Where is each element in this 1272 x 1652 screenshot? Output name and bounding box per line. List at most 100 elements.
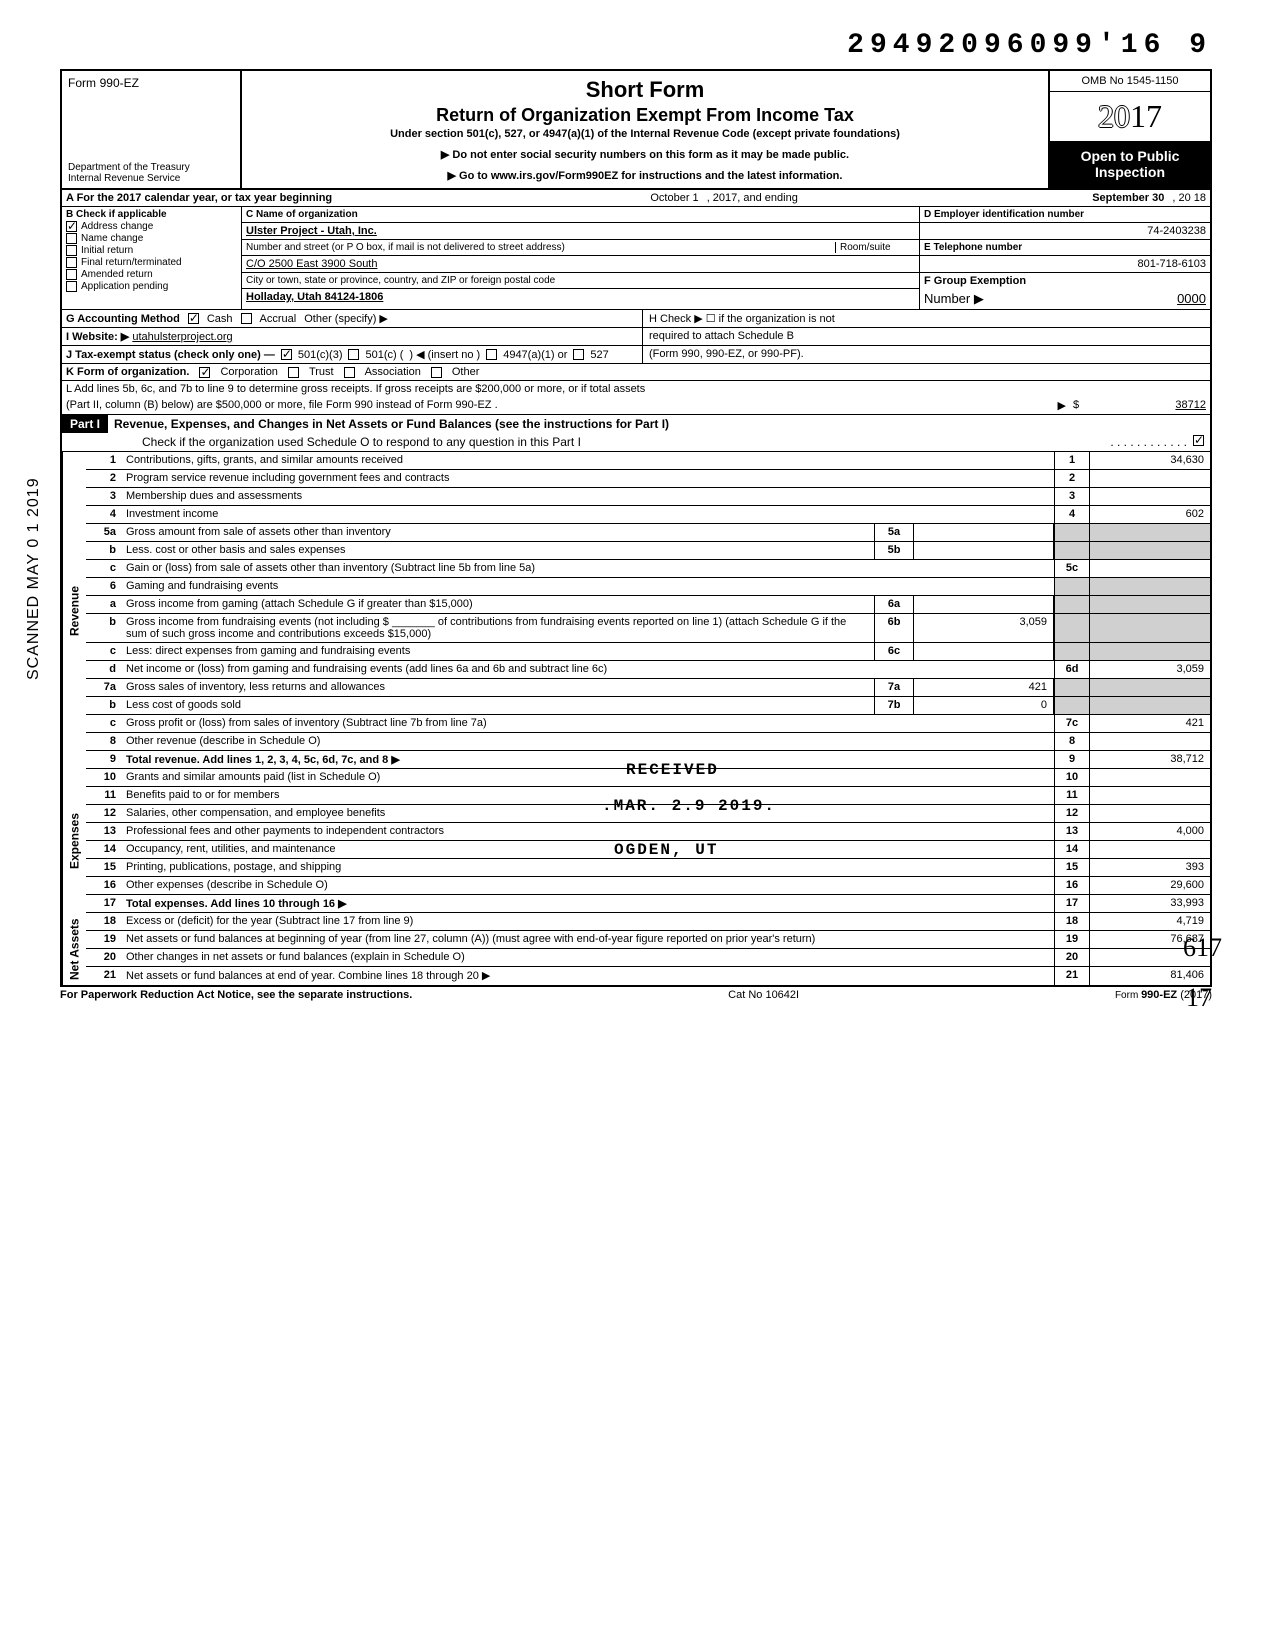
side-netassets: Net Assets [62, 913, 86, 985]
line5b-mid [914, 542, 1054, 559]
side-revenue: Revenue [62, 452, 86, 769]
ein-value: 74-2403238 [920, 223, 1210, 240]
f-label: F Group Exemption [920, 273, 1210, 289]
line2-val [1090, 470, 1210, 487]
c-name-label: C Name of organization [242, 207, 919, 223]
tax-year: 20201717 [1050, 92, 1210, 142]
l-line1: L Add lines 5b, 6c, and 7b to line 9 to … [62, 381, 1210, 397]
line13-desc: Professional fees and other payments to … [122, 823, 1054, 840]
check-assoc[interactable] [344, 367, 355, 378]
line3-val [1090, 488, 1210, 505]
opt-name-change: Name change [81, 233, 143, 244]
side-expenses: Expenses [62, 769, 86, 913]
line-a-mid: , 2017, and ending [703, 190, 802, 206]
f-label2: Number ▶ [924, 291, 984, 307]
check-501c3[interactable] [281, 349, 292, 360]
opt-app-pending: Application pending [81, 281, 168, 292]
dept-line2: Internal Revenue Service [68, 173, 234, 184]
h-line3: (Form 990, 990-EZ, or 990-PF). [642, 346, 1210, 363]
check-name-change[interactable] [66, 233, 77, 244]
line16-desc: Other expenses (describe in Schedule O) [122, 877, 1054, 894]
line15-val: 393 [1090, 859, 1210, 876]
line15-desc: Printing, publications, postage, and shi… [122, 859, 1054, 876]
line8-desc: Other revenue (describe in Schedule O) [122, 733, 1054, 750]
line5a-desc: Gross amount from sale of assets other t… [122, 524, 874, 541]
line18-desc: Excess or (deficit) for the year (Subtra… [122, 913, 1054, 930]
line16-val: 29,600 [1090, 877, 1210, 894]
line6d-val: 3,059 [1090, 661, 1210, 678]
check-corp[interactable] [199, 367, 210, 378]
paperwork-notice: For Paperwork Reduction Act Notice, see … [60, 989, 412, 1001]
room-label: Room/suite [835, 242, 915, 253]
line8-val [1090, 733, 1210, 750]
opt-address-change: Address change [81, 221, 153, 232]
line-a-end-month: September 30 [802, 190, 1169, 206]
line10-val [1090, 769, 1210, 786]
line11-val [1090, 787, 1210, 804]
check-527[interactable] [573, 349, 584, 360]
stamp-date: .MAR. 2.9 2019. [602, 797, 776, 815]
city-value: Holladay, Utah 84124-1806 [242, 289, 919, 305]
line14-desc: Occupancy, rent, utilities, and maintena… [122, 841, 1054, 858]
form-header: Form 990-EZ Department of the Treasury I… [62, 71, 1210, 190]
opt-amended: Amended return [81, 269, 153, 280]
j-527: 527 [590, 349, 608, 361]
line5c-val [1090, 560, 1210, 577]
e-label: E Telephone number [920, 240, 1210, 256]
line-a-end-year: , 20 18 [1168, 190, 1210, 206]
check-app-pending[interactable] [66, 281, 77, 292]
check-other-org[interactable] [431, 367, 442, 378]
street-value: C/O 2500 East 3900 South [242, 256, 919, 273]
k-trust: Trust [309, 366, 334, 378]
line3-desc: Membership dues and assessments [122, 488, 1054, 505]
group-exemption-value: 0000 [984, 291, 1206, 307]
line12-val [1090, 805, 1210, 822]
line6d-desc: Net income or (loss) from gaming and fun… [122, 661, 1054, 678]
opt-initial-return: Initial return [81, 245, 133, 256]
check-accrual[interactable] [241, 313, 252, 324]
line-a-begin: October 1 [336, 190, 703, 206]
line1-val: 34,630 [1090, 452, 1210, 469]
line6b-mid: 3,059 [914, 614, 1054, 642]
handwritten-1: 617 [1183, 933, 1222, 963]
cat-no: Cat No 10642I [728, 989, 799, 1001]
line6b-desc: Gross income from fundraising events (no… [122, 614, 874, 642]
check-final-return[interactable] [66, 257, 77, 268]
section-b: B Check if applicable Address change Nam… [62, 207, 242, 309]
line6c-desc: Less: direct expenses from gaming and fu… [122, 643, 874, 660]
check-address-change[interactable] [66, 221, 77, 232]
check-cash[interactable] [188, 313, 199, 324]
phone-value: 801-718-6103 [920, 256, 1210, 273]
inspection-line1: Open to Public [1054, 148, 1206, 164]
check-amended[interactable] [66, 269, 77, 280]
stamp-received: RECEIVED [626, 761, 719, 779]
form-subtitle: Under section 501(c), 527, or 4947(a)(1)… [252, 128, 1038, 140]
form-title2: Return of Organization Exempt From Incom… [252, 105, 1038, 126]
form-prefix: Form [68, 76, 96, 90]
line7c-val: 421 [1090, 715, 1210, 732]
header-note1: ▶ Do not enter social security numbers o… [252, 148, 1038, 161]
part1-title: Revenue, Expenses, and Changes in Net As… [108, 415, 675, 433]
omb-number: OMB No 1545-1150 [1050, 71, 1210, 92]
check-501c[interactable] [348, 349, 359, 360]
line5b-desc: Less. cost or other basis and sales expe… [122, 542, 874, 559]
check-trust[interactable] [288, 367, 299, 378]
j-c3: 501(c)(3) [298, 349, 343, 361]
line20-desc: Other changes in net assets or fund bala… [122, 949, 1054, 966]
handwritten-2: 17 [1186, 983, 1212, 1013]
dept-line1: Department of the Treasury [68, 162, 234, 173]
check-schedule-o[interactable] [1193, 435, 1204, 446]
j-c: 501(c) ( [365, 349, 403, 361]
line9-val: 38,712 [1090, 751, 1210, 768]
line6c-mid [914, 643, 1054, 660]
opt-final-return: Final return/terminated [81, 257, 182, 268]
check-initial-return[interactable] [66, 245, 77, 256]
line7a-desc: Gross sales of inventory, less returns a… [122, 679, 874, 696]
line13-val: 4,000 [1090, 823, 1210, 840]
line5c-desc: Gain or (loss) from sale of assets other… [122, 560, 1054, 577]
form-number: 990-EZ [100, 76, 139, 90]
part1-check-text: Check if the organization used Schedule … [142, 435, 1110, 449]
check-4947[interactable] [486, 349, 497, 360]
h-line2: required to attach Schedule B [642, 328, 1210, 345]
line11-desc: Benefits paid to or for members [122, 787, 1054, 804]
